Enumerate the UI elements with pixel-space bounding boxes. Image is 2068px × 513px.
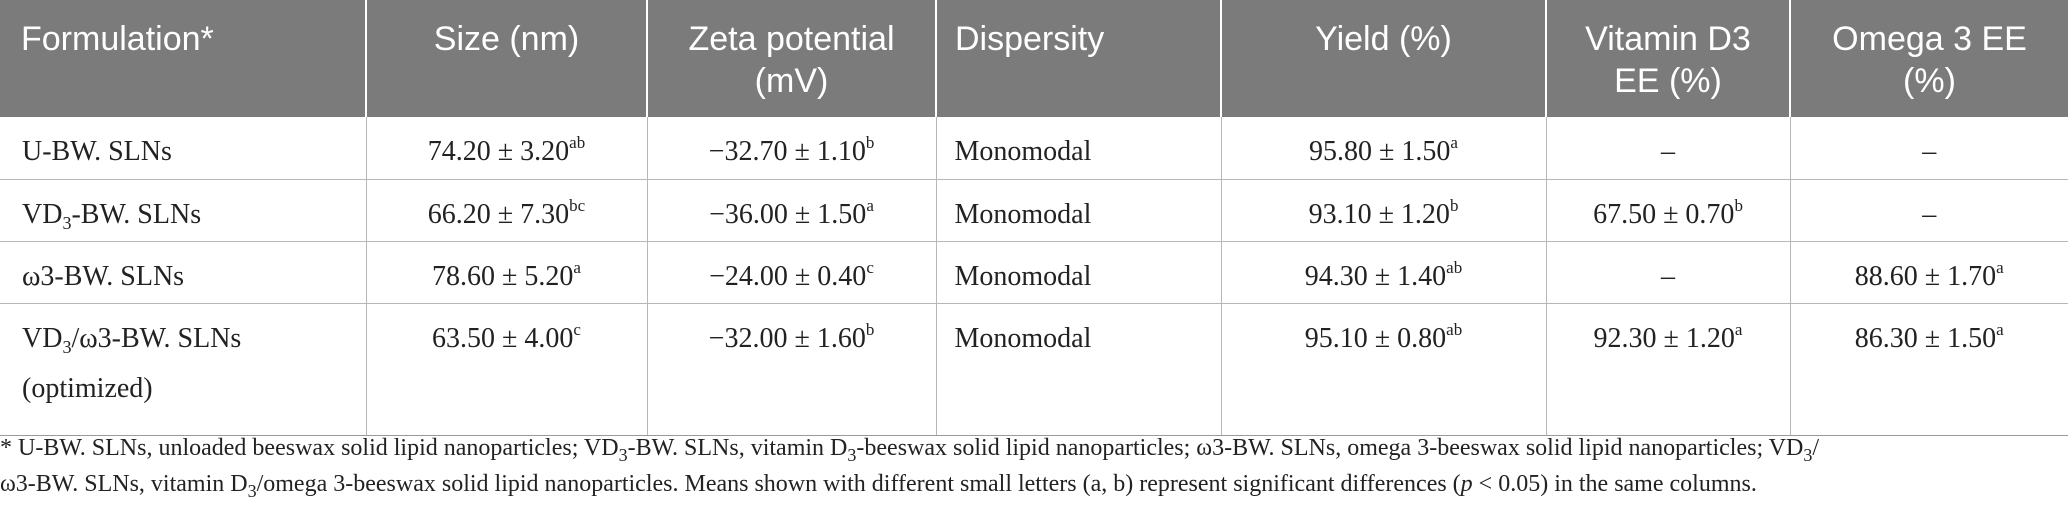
cell-size: 63.50 ± 4.00c	[365, 303, 647, 436]
cell-omega3-ee: –	[1789, 117, 2068, 180]
table-row: VD3-BW. SLNs 66.20 ± 7.30bc −36.00 ± 1.5…	[0, 179, 2068, 242]
results-table: Formulation* Size (nm) Zeta potential (mV…	[0, 0, 2068, 436]
cell-formulation: VD3-BW. SLNs	[0, 179, 366, 242]
cell-dispersity: Monomodal	[935, 117, 1221, 180]
cell-omega3-ee: 88.60 ± 1.70a	[1789, 241, 2068, 304]
cell-yield: 95.10 ± 0.80ab	[1220, 303, 1546, 436]
cell-formulation: ω3-BW. SLNs	[0, 241, 366, 304]
cell-dispersity: Monomodal	[935, 179, 1221, 242]
table-header-row: Formulation* Size (nm) Zeta potential (mV…	[0, 0, 2068, 117]
cell-zeta-potential: −32.70 ± 1.10b	[646, 117, 936, 180]
cell-formulation: VD3/ω3-BW. SLNs (optimized)	[0, 303, 366, 436]
header-dispersity: Dispersity	[935, 0, 1221, 117]
header-vitamin-d3-ee: Vitamin D3 EE (%)	[1545, 0, 1790, 117]
cell-omega3-ee: 86.30 ± 1.50a	[1789, 303, 2068, 436]
cell-formulation: U-BW. SLNs	[0, 117, 366, 180]
cell-zeta-potential: −32.00 ± 1.60b	[646, 303, 936, 436]
cell-yield: 93.10 ± 1.20b	[1220, 179, 1546, 242]
cell-omega3-ee: –	[1789, 179, 2068, 242]
cell-yield: 95.80 ± 1.50a	[1220, 117, 1546, 180]
cell-size: 74.20 ± 3.20ab	[365, 117, 647, 180]
table-row: VD3/ω3-BW. SLNs (optimized) 63.50 ± 4.00c…	[0, 303, 2068, 436]
cell-vitamin-d3-ee: 92.30 ± 1.20a	[1545, 303, 1790, 436]
cell-yield: 94.30 ± 1.40ab	[1220, 241, 1546, 304]
table-row: U-BW. SLNs 74.20 ± 3.20ab −32.70 ± 1.10b…	[0, 117, 2068, 180]
cell-vitamin-d3-ee: 67.50 ± 0.70b	[1545, 179, 1790, 242]
table-row: ω3-BW. SLNs 78.60 ± 5.20a −24.00 ± 0.40c…	[0, 241, 2068, 304]
header-zeta-potential: Zeta potential (mV)	[646, 0, 936, 117]
footnote-line-1: * U-BW. SLNs, unloaded beeswax solid lip…	[0, 435, 1820, 465]
cell-dispersity: Monomodal	[935, 303, 1221, 436]
cell-size: 78.60 ± 5.20a	[365, 241, 647, 304]
cell-vitamin-d3-ee: –	[1545, 241, 1790, 304]
header-omega3-ee: Omega 3 EE (%)	[1789, 0, 2068, 117]
cell-dispersity: Monomodal	[935, 241, 1221, 304]
cell-vitamin-d3-ee: –	[1545, 117, 1790, 180]
cell-zeta-potential: −24.00 ± 0.40c	[646, 241, 936, 304]
cell-size: 66.20 ± 7.30bc	[365, 179, 647, 242]
header-yield: Yield (%)	[1220, 0, 1546, 117]
header-formulation: Formulation*	[0, 0, 366, 117]
table-footnote: * U-BW. SLNs, unloaded beeswax solid lip…	[0, 430, 2060, 502]
cell-zeta-potential: −36.00 ± 1.50a	[646, 179, 936, 242]
header-size: Size (nm)	[365, 0, 647, 117]
footnote-line-2: ω3-BW. SLNs, vitamin D3/omega 3-beeswax …	[0, 471, 1757, 501]
